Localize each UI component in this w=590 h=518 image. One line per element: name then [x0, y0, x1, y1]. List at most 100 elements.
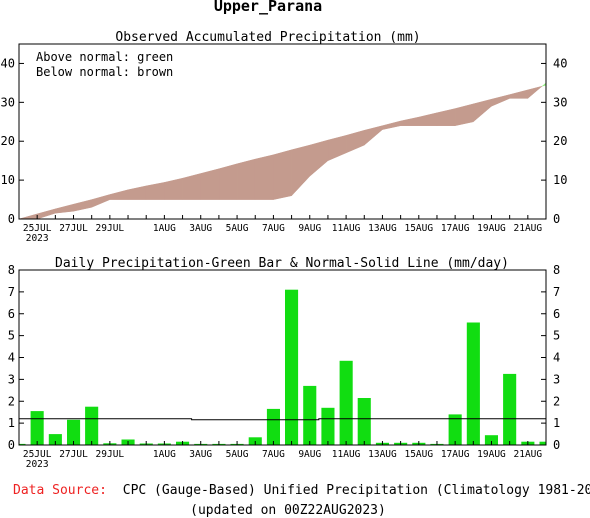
accumulated-difference-segment: [36, 208, 56, 220]
daily-ytick-label-right: 5: [553, 329, 560, 343]
accumulated-ytick-label-left: 40: [1, 56, 15, 70]
accumulated-difference-segment: [91, 194, 111, 208]
accumulated-difference-segment: [364, 125, 383, 146]
daily-xtick-label: 1AUG: [153, 449, 176, 460]
accumulated-difference-segment: [509, 89, 529, 99]
daily-xtick-label: 15AUG: [404, 449, 433, 460]
accumulated-difference-segment: [18, 213, 38, 220]
daily-ytick-label-left: 0: [8, 438, 15, 452]
accumulated-difference-segment: [527, 85, 543, 99]
daily-ytick-label-left: 4: [8, 351, 15, 365]
accumulated-difference-segment: [218, 163, 238, 200]
accumulated-xtick-label: 15AUG: [404, 223, 433, 234]
daily-precip-bar: [48, 434, 62, 445]
accumulated-xtick-label: 13AUG: [368, 223, 397, 234]
accumulated-ytick-label-right: 30: [553, 95, 567, 109]
accumulated-xtick-label: 21AUG: [514, 223, 543, 234]
daily-ytick-label-right: 4: [553, 351, 560, 365]
accumulated-xtick-label: 27JUL: [59, 223, 88, 234]
daily-precip-bar: [539, 441, 546, 445]
daily-xtick-label: 19AUG: [477, 449, 506, 460]
accumulated-xtick-label: 17AUG: [441, 223, 470, 234]
accumulated-ytick-label-left: 30: [1, 95, 15, 109]
daily-ytick-label-right: 2: [553, 394, 560, 408]
accumulated-chart-title: Observed Accumulated Precipitation (mm): [115, 30, 420, 45]
daily-ytick-label-left: 5: [8, 329, 15, 343]
daily-xtick-label: 3AUG: [189, 449, 212, 460]
daily-ytick-label-left: 2: [8, 394, 15, 408]
daily-xtick-label: 27JUL: [59, 449, 88, 460]
accumulated-ytick-label-left: 0: [8, 212, 15, 226]
accumulated-difference-segment: [145, 182, 165, 200]
legend-above-normal: Above normal: green: [36, 50, 173, 64]
daily-xtick-label: 2023: [26, 459, 49, 470]
accumulated-difference-segment: [236, 158, 256, 200]
daily-xtick-label: 7AUG: [262, 449, 285, 460]
daily-ytick-label-right: 8: [553, 263, 560, 277]
accumulated-difference-segment: [400, 116, 420, 126]
accumulated-difference-segment: [436, 108, 456, 126]
accumulated-difference-segment: [254, 154, 274, 200]
daily-xtick-label: 25JUL: [23, 449, 52, 460]
accumulated-xtick-label: 3AUG: [189, 223, 212, 234]
daily-precip-bar: [67, 419, 81, 445]
daily-ytick-label-right: 1: [553, 416, 560, 430]
daily-precip-bar: [19, 443, 26, 445]
accumulated-difference-segment: [273, 149, 292, 200]
data-source-line: Data Source: CPC (Gauge-Based) Unified P…: [13, 483, 590, 498]
accumulated-xtick-label: 25JUL: [23, 223, 52, 234]
daily-ytick-label-right: 7: [553, 285, 560, 299]
daily-xtick-label: 13AUG: [368, 449, 397, 460]
accumulated-xtick-label: 5AUG: [226, 223, 249, 234]
accumulated-difference-segment: [200, 168, 220, 200]
accumulated-difference-segment: [55, 203, 74, 214]
daily-xtick-label: 5AUG: [226, 449, 249, 460]
daily-normal-line: [19, 418, 546, 421]
data-source-text: CPC (Gauge-Based) Unified Precipitation …: [123, 483, 590, 498]
daily-bar-layer: [19, 289, 546, 446]
accumulated-xtick-label: 7AUG: [262, 223, 285, 234]
accumulated-chart: Observed Accumulated Precipitation (mm) …: [1, 30, 568, 244]
daily-precip-bar: [484, 435, 498, 445]
daily-precip-bar: [85, 406, 99, 445]
accumulated-difference-segment: [291, 144, 311, 197]
accumulated-ytick-label-right: 40: [553, 56, 567, 70]
accumulated-xtick-label: 1AUG: [153, 223, 176, 234]
daily-precip-bar: [503, 373, 517, 445]
accumulated-ytick-label-right: 0: [553, 212, 560, 226]
accumulated-xtick-label: 19AUG: [477, 223, 506, 234]
accumulated-difference-segment: [127, 185, 147, 200]
accumulated-difference-segment: [418, 112, 438, 126]
accumulated-difference-segment: [454, 103, 474, 127]
daily-xtick-label: 11AUG: [332, 449, 361, 460]
daily-ytick-label-right: 3: [553, 372, 560, 386]
daily-xtick-label: 21AUG: [514, 449, 543, 460]
daily-chart-title: Daily Precipitation-Green Bar & Normal-S…: [55, 256, 509, 271]
daily-precip-bar: [30, 411, 44, 445]
accumulated-xtick-label: 29JUL: [96, 223, 125, 234]
daily-ytick-label-left: 7: [8, 285, 15, 299]
daily-precip-bar: [321, 407, 335, 445]
daily-precip-bar: [285, 289, 299, 445]
daily-normal-layer: [19, 418, 546, 421]
daily-ytick-label-left: 1: [8, 416, 15, 430]
accumulated-xtick-label: 11AUG: [332, 223, 361, 234]
accumulated-difference-segment: [473, 98, 492, 123]
page-title: Upper_Parana: [214, 0, 322, 15]
daily-precip-bar: [303, 385, 317, 445]
accumulated-difference-segment: [491, 94, 510, 107]
data-source-label: Data Source:: [13, 483, 107, 498]
updated-timestamp: (updated on 00Z22AUG2023): [190, 503, 386, 518]
daily-ytick-label-left: 8: [8, 263, 15, 277]
accumulated-ytick-label-right: 20: [553, 134, 567, 148]
accumulated-xtick-label: 9AUG: [298, 223, 321, 234]
daily-precip-bar: [448, 414, 462, 445]
accumulated-difference-segment: [541, 82, 547, 87]
accumulated-difference-segment: [73, 199, 92, 212]
accumulated-difference-segment: [327, 135, 347, 162]
accumulated-ytick-label-left: 10: [1, 173, 15, 187]
accumulated-ytick-label-left: 20: [1, 134, 15, 148]
